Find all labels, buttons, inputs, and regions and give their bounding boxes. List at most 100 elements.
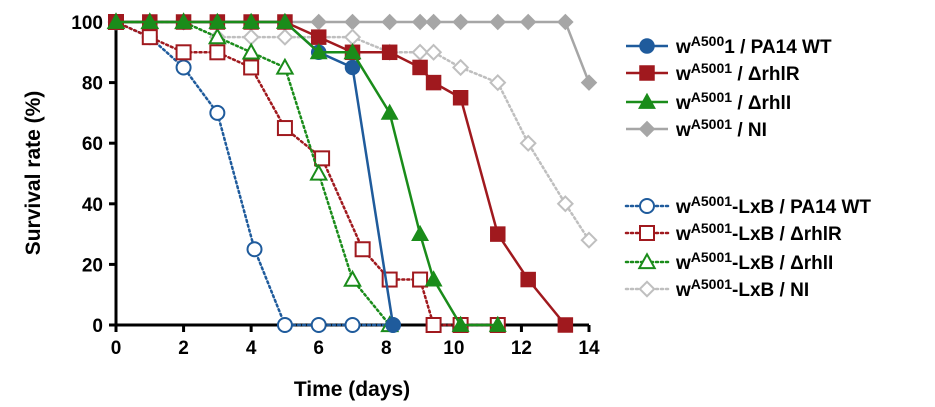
data-point: [490, 226, 506, 242]
legend-label: wA5001 / PA14 WT: [675, 33, 832, 58]
data-point: [310, 317, 327, 333]
data-point: [243, 59, 260, 76]
data-point: [425, 74, 442, 91]
series-line: [114, 20, 500, 327]
x-tick-label: 6: [313, 338, 324, 359]
legend-marker: [638, 120, 656, 138]
data-point: [580, 74, 598, 91]
data-point: [208, 12, 227, 29]
data-point: [519, 134, 537, 152]
y-axis-label: Survival rate (%): [22, 91, 45, 256]
data-point: [275, 12, 294, 29]
data-point: [489, 13, 507, 31]
legend-label: wA5001-LxB / ΔrhlR: [675, 220, 842, 245]
legend-item-1: wA5001 / ΔrhlR: [626, 60, 800, 85]
data-point: [520, 271, 536, 288]
data-point: [344, 317, 361, 333]
y-tick-label: 0: [92, 316, 103, 337]
data-point: [385, 317, 401, 333]
legend-item-6: wA5001-LxB / ΔrhlI: [624, 249, 833, 274]
y-tick-label: 80: [82, 74, 103, 95]
legend-item-2: wA5001 / ΔrhlI: [626, 89, 791, 114]
data-point: [425, 317, 442, 333]
data-point: [412, 59, 428, 76]
data-point: [175, 44, 192, 61]
legend-label: wA5001 / ΔrhlR: [675, 60, 800, 85]
data-point: [381, 13, 398, 31]
data-point: [276, 120, 293, 137]
data-point: [107, 12, 125, 29]
data-point: [207, 27, 227, 45]
legend-marker: [639, 225, 655, 241]
data-point: [275, 57, 295, 75]
legend-marker: [639, 65, 655, 81]
data-point: [424, 43, 443, 61]
x-tick-label: 0: [111, 338, 122, 359]
data-point: [343, 43, 362, 60]
data-point: [488, 315, 507, 332]
data-point: [140, 12, 159, 29]
axes: 0 2 4 6 8 10 12 14 0 20 40 60 80 100: [71, 13, 600, 359]
legend-marker: [639, 198, 655, 214]
data-point: [174, 12, 193, 29]
data-point: [209, 104, 226, 121]
data-point: [314, 150, 331, 167]
data-point: [276, 28, 294, 46]
data-point: [412, 271, 429, 288]
data-point: [452, 13, 469, 31]
legend-item-7: wA5001-LxB / NI: [624, 276, 809, 301]
data-point: [519, 13, 537, 31]
data-point: [241, 42, 261, 60]
data-point: [451, 315, 470, 332]
data-point: [310, 13, 327, 31]
y-tick-label: 100: [71, 13, 103, 34]
data-point: [246, 241, 263, 258]
legend-marker: [637, 252, 657, 270]
x-axis-label: Time (days): [294, 378, 410, 401]
legend-label: wA5001-LxB / PA14 WT: [675, 193, 871, 218]
data-point: [580, 231, 598, 249]
data-point: [452, 90, 469, 106]
x-tick-label: 14: [578, 338, 600, 359]
legend-marker: [638, 92, 656, 109]
data-point: [557, 13, 574, 31]
x-tick-label: 4: [246, 338, 257, 359]
data-point: [276, 317, 293, 333]
x-tick-label: 10: [443, 338, 464, 359]
data-point: [309, 43, 328, 60]
x-tick-label: 2: [178, 338, 189, 359]
y-tick-label: 60: [82, 134, 103, 155]
data-point: [343, 28, 362, 46]
data-point: [557, 317, 574, 333]
legend-item-3: wA5001 / NI: [626, 116, 767, 141]
data-point: [411, 13, 429, 31]
data-point: [381, 44, 398, 61]
data-point: [411, 224, 430, 242]
x-tick-label: 8: [381, 338, 392, 359]
y-tick-label: 20: [82, 255, 103, 276]
data-point: [380, 103, 399, 120]
data-point: [452, 58, 470, 77]
data-point: [309, 163, 329, 181]
data-point: [209, 44, 226, 61]
series-5: [108, 14, 506, 333]
legend-item-5: wA5001-LxB / ΔrhlR: [624, 220, 842, 245]
legend-marker: [639, 38, 655, 54]
series-2: [107, 12, 507, 332]
data-point: [556, 195, 574, 213]
data-point: [310, 29, 327, 45]
legend-label: wA5001-LxB / NI: [675, 276, 809, 301]
data-point: [141, 29, 158, 46]
y-tick-label: 40: [82, 195, 103, 216]
data-point: [242, 12, 261, 29]
data-point: [344, 13, 361, 31]
legend-label: wA5001 / ΔrhlI: [675, 89, 791, 114]
data-point: [344, 59, 361, 76]
data-point: [425, 13, 442, 31]
data-point: [411, 43, 429, 61]
legend-label: wA5001 / NI: [675, 116, 767, 141]
data-point: [242, 28, 260, 46]
data-point: [424, 270, 443, 287]
